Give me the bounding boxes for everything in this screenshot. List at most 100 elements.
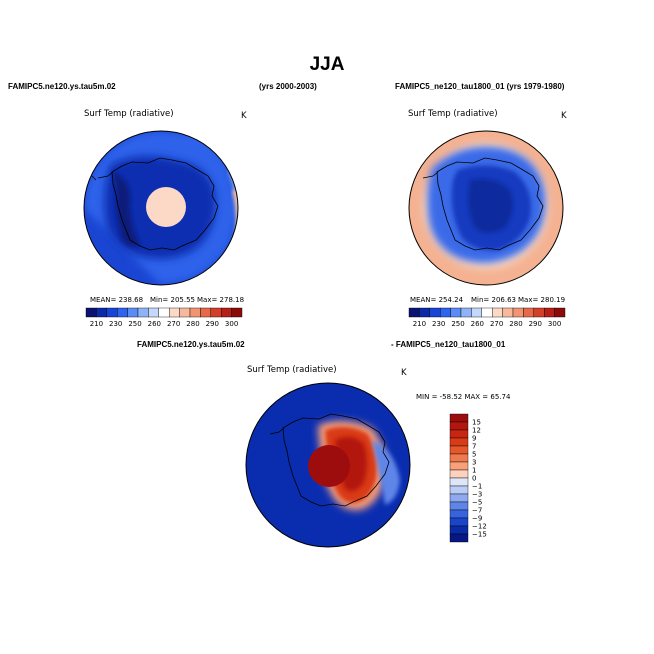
panel3-colorbar-swatch (449, 501, 469, 511)
panel2-units: K (561, 111, 567, 121)
panel1-colorbar-tick-label: 270 (167, 320, 180, 328)
panel3-colorbar-tick-label: 9 (472, 435, 476, 443)
panel3-coastline (269, 413, 390, 507)
panel3-minmax: MIN = -58.52 MAX = 65.74 (416, 393, 511, 401)
panel1-colorbar-swatch (231, 307, 243, 318)
panel1-colorbar-tick-label: 210 (90, 320, 103, 328)
panel2-colorbar-tick-label: 230 (432, 320, 445, 328)
panel3-colorbar-swatch (449, 533, 469, 543)
panel2-colorbar-tick-label: 300 (548, 320, 561, 328)
panel1-colorbar-tick-label: 250 (128, 320, 141, 328)
panel2-colorbar-tick-label: 290 (529, 320, 542, 328)
panel2-frame (408, 130, 564, 286)
panel3-colorbar-swatch (449, 525, 469, 535)
panel3-frame (245, 382, 411, 548)
panel3-colorbar-tick-label: −15 (472, 531, 487, 539)
panel2-colorbar-tick-label: 260 (471, 320, 484, 328)
panel3-colorbar-swatch (449, 485, 469, 495)
panel1-colorbar-swatch (200, 307, 211, 318)
panel2-colorbar-swatch (471, 307, 482, 318)
panel1-frame (83, 130, 239, 286)
panel1-colorbar-tick-label: 300 (225, 320, 238, 328)
panel3-colorbar-swatch (449, 453, 469, 463)
panel1-max: Max= 278.18 (197, 296, 245, 304)
panel2-max: Max= 280.19 (518, 296, 566, 304)
panel1-colorbar-swatch (158, 307, 170, 318)
panel2-colorbar-swatch (512, 307, 524, 318)
panel2-colorbar-swatch (440, 307, 451, 318)
panel3-map (246, 383, 410, 547)
panel2-map (409, 131, 563, 285)
panel2-colorbar-swatch (419, 307, 430, 318)
left-case-name: FAMIPC5.ne120.ys.tau5m.02 (8, 82, 116, 91)
panel3-colorbar-tick-label: 3 (472, 459, 476, 467)
panel1-units: K (241, 111, 247, 121)
panel2-min: Min= 206.63 (471, 296, 517, 304)
panel1-colorbar-swatch (189, 307, 201, 318)
panel1-colorbar-swatch (220, 307, 232, 318)
panel2-colorbar-swatch (533, 307, 545, 318)
panel3-colorbar-tick-label: −1 (472, 483, 482, 491)
panel2-colorbar-swatch (460, 307, 472, 318)
panel3-title: Surf Temp (radiative) (247, 365, 337, 375)
panel2-title: Surf Temp (radiative) (408, 109, 498, 119)
panel3-colorbar-swatch (449, 429, 469, 439)
panel3-colorbar-tick-label: 15 (472, 419, 481, 427)
panel2-colorbar-swatch (450, 307, 462, 318)
panel1-colorbar-swatch (137, 307, 149, 318)
panel1-colorbar-swatch (85, 307, 97, 318)
panel2-colorbar-swatch (481, 307, 493, 318)
panel3-colorbar-tick-label: 0 (472, 475, 476, 483)
panel2-colorbar-tick-label: 280 (509, 320, 522, 328)
panel3-colorbar-tick-label: −9 (472, 515, 482, 523)
panel1-map (84, 131, 238, 285)
panel3-colorbar-swatch (449, 413, 469, 423)
diff-case-b: - FAMIPC5_ne120_tau1800_01 (391, 340, 506, 349)
panel3-colorbar-swatch (449, 421, 469, 431)
panel3-colorbar-swatch (449, 445, 469, 455)
panel1-colorbar-tick-label: 230 (109, 320, 122, 328)
panel1-colorbar-swatch (127, 307, 139, 318)
panel1-colorbar-swatch (96, 307, 108, 318)
panel1-colorbar-tick-label: 260 (148, 320, 161, 328)
panel1-colorbar-tick-label: 280 (186, 320, 199, 328)
panel2-colorbar-tick-label: 210 (413, 320, 426, 328)
panel2-coastline (422, 157, 544, 251)
panel1-colorbar-swatch (210, 307, 222, 318)
panel2-colorbar-swatch (544, 307, 555, 318)
panel3-colorbar-swatch (449, 469, 469, 479)
panel2-colorbar: 210 230 250 260 270 280 290 300 (408, 307, 566, 328)
panel3-colorbar-tick-label: −3 (472, 491, 482, 499)
panel1-colorbar-swatch (168, 307, 180, 318)
panel3-colorbar-tick-label: 5 (472, 451, 476, 459)
panel1-coastline (91, 157, 219, 251)
panel1-mean: MEAN= 238.68 (90, 296, 144, 304)
panel2-colorbar-swatch (502, 307, 514, 318)
panel2-colorbar-swatch (554, 307, 566, 318)
panel1-colorbar: 210 230 250 260 270 280 290 300 (85, 307, 243, 328)
panel1-colorbar-swatch (116, 307, 128, 318)
panel3-colorbar-swatch (449, 461, 469, 471)
left-case-years: (yrs 2000-2003) (259, 82, 317, 91)
panel3-colorbar-tick-label: 1 (472, 467, 476, 475)
panel2-colorbar-swatch (492, 307, 503, 318)
panel1-min: Min= 205.55 (150, 296, 196, 304)
right-case-name: FAMIPC5_ne120_tau1800_01 (yrs 1979-1980) (395, 82, 565, 91)
panel2-colorbar-tick-label: 270 (490, 320, 503, 328)
panel1-title: Surf Temp (radiative) (84, 109, 174, 119)
diff-case-a: FAMIPC5.ne120.ys.tau5m.02 (137, 340, 245, 349)
panel3-colorbar-tick-label: 7 (472, 443, 476, 451)
panel1-colorbar-swatch (106, 307, 118, 318)
panel3-colorbar-tick-label: −7 (472, 507, 482, 515)
panel2-colorbar-swatch (408, 307, 420, 318)
panel3-colorbar-swatch (449, 493, 469, 503)
panel3-colorbar-tick-label: 12 (472, 427, 481, 435)
panel2-colorbar-tick-label: 250 (451, 320, 464, 328)
panel3-colorbar-swatch (449, 517, 469, 527)
panel2-mean: MEAN= 254.24 (410, 296, 464, 304)
figure-title: JJA (309, 54, 345, 75)
panel2-colorbar-swatch (429, 307, 441, 318)
